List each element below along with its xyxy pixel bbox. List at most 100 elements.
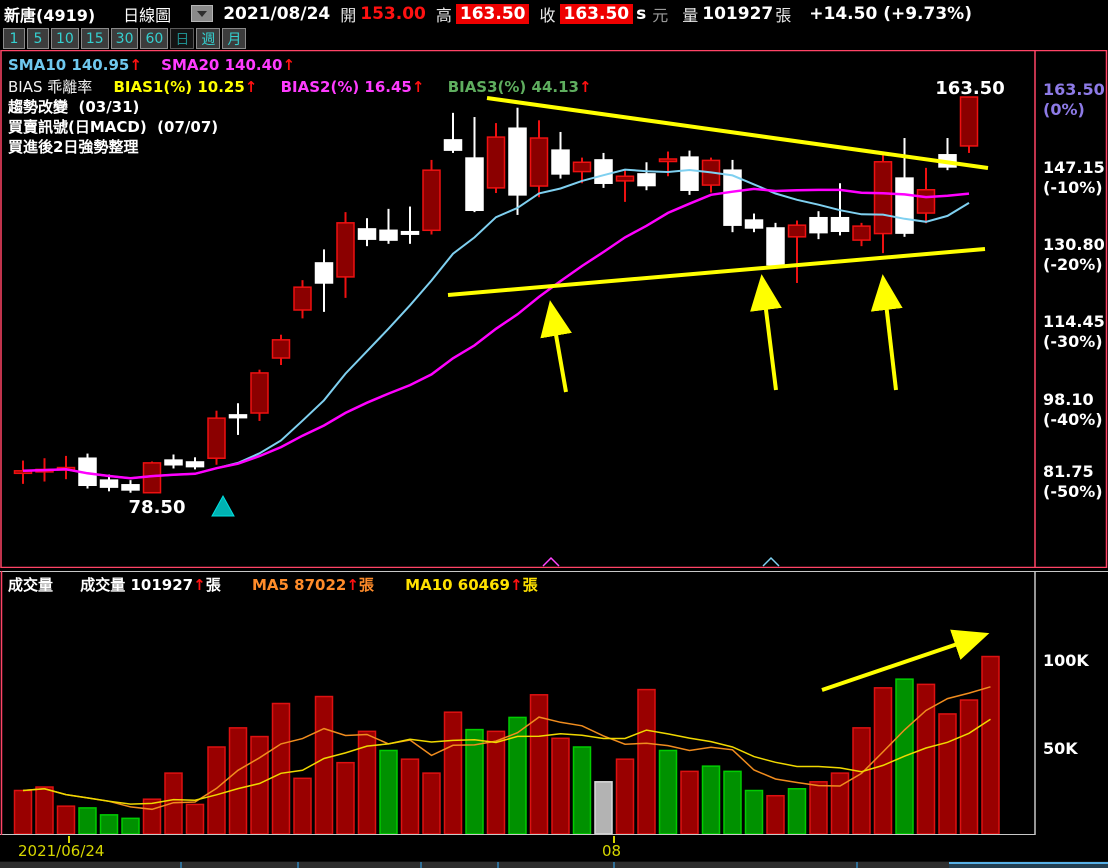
- price-axis-label: 163.50 (0%): [1043, 80, 1105, 120]
- candle-body: [357, 228, 377, 240]
- annotation-arrow-icon: [870, 274, 903, 391]
- candle-body: [637, 173, 656, 187]
- candle-body: [486, 136, 506, 189]
- divider-notch-icon: [542, 556, 560, 567]
- date-tick: [68, 836, 70, 843]
- candle-body: [508, 127, 527, 196]
- volume-bar: [615, 758, 635, 835]
- scrollbar-tick: [297, 862, 299, 868]
- volume-bar: [56, 805, 76, 835]
- candle-body: [766, 227, 785, 266]
- candle-body: [400, 230, 420, 235]
- scrollbar-tick: [420, 862, 422, 868]
- high-label: 高: [435, 5, 452, 25]
- candle-body: [852, 225, 871, 241]
- timeframe-button-5[interactable]: 5: [27, 28, 49, 49]
- high-price-label: 163.50: [935, 78, 1004, 99]
- open-value: 153.00: [360, 3, 426, 24]
- volume-bar: [787, 788, 807, 835]
- candle-body: [916, 189, 936, 214]
- volume-bar: [938, 713, 957, 835]
- volume-bar: [99, 814, 119, 835]
- axis-price: 114.45: [1043, 312, 1105, 331]
- candle-body: [314, 262, 334, 284]
- timeframe-button-月[interactable]: 月: [222, 28, 247, 49]
- candle-body: [422, 169, 441, 232]
- axis-price: 130.80: [1043, 235, 1105, 254]
- volume-bar: [701, 765, 721, 835]
- volume-bar: [486, 730, 506, 835]
- price-axis-label: 114.45 (-30%): [1043, 312, 1105, 352]
- candle-body: [250, 372, 269, 414]
- chart-line: [22, 168, 970, 480]
- volume-bar: [852, 727, 871, 835]
- volume-bar: [572, 746, 592, 835]
- price-axis-label: 147.15 (-10%): [1043, 158, 1105, 198]
- volume-axis-50k: 50K: [1043, 739, 1078, 758]
- stock-title: 新唐(4919): [4, 5, 96, 25]
- axis-price: 163.50: [1043, 80, 1105, 99]
- volume-bar: [809, 781, 828, 835]
- candle-body: [336, 222, 355, 278]
- candle-body: [744, 219, 764, 229]
- timeframe-button-週[interactable]: 週: [196, 28, 221, 49]
- chevron-down-icon: [197, 10, 208, 17]
- axis-percent: (-50%): [1043, 482, 1103, 501]
- annotation-arrow-icon: [821, 629, 990, 692]
- scrollbar-tick: [180, 862, 182, 868]
- chart-type-label: 日線圖: [123, 5, 172, 25]
- volume-value: 101927: [702, 3, 774, 24]
- timeframe-button-30[interactable]: 30: [110, 28, 139, 49]
- scrollbar-thumb[interactable]: [949, 862, 1108, 868]
- timeframe-button-日[interactable]: 日: [170, 28, 195, 49]
- date-axis: 2021/06/24 08: [0, 836, 1108, 861]
- volume-bar: [637, 688, 656, 835]
- candle-body: [959, 96, 979, 147]
- timeframe-button-60[interactable]: 60: [140, 28, 169, 49]
- candle-body: [293, 286, 312, 311]
- volume-bar: [78, 807, 97, 835]
- low-price-label: 78.50: [129, 497, 186, 518]
- horizontal-scrollbar[interactable]: [0, 861, 1108, 868]
- volume-bar: [422, 772, 441, 835]
- volume-bar: [142, 798, 162, 835]
- axis-price: 98.10: [1043, 390, 1094, 409]
- candle-body: [551, 149, 570, 175]
- candle-body: [443, 139, 463, 151]
- timeframe-toolbar: 1 5 10 15 30 60 日週月: [3, 28, 247, 49]
- candle-body: [809, 216, 828, 234]
- volume-label: 量: [682, 5, 699, 25]
- timeframe-button-10[interactable]: 10: [51, 28, 79, 49]
- axis-percent: (-40%): [1043, 410, 1103, 429]
- chart-line: [22, 718, 991, 805]
- close-label: 收: [539, 5, 556, 25]
- volume-bar: [207, 746, 226, 835]
- candle-body: [379, 229, 398, 241]
- chart-type-dropdown[interactable]: [191, 5, 214, 22]
- session-suffix: s: [636, 3, 647, 24]
- timeframe-button-15[interactable]: 15: [80, 28, 109, 49]
- trendline: [447, 247, 986, 297]
- close-value: 163.50: [559, 3, 634, 24]
- volume-bar: [400, 758, 420, 835]
- volume-bar: [551, 737, 570, 835]
- volume-bar: [723, 770, 742, 835]
- volume-bar: [271, 702, 291, 835]
- volume-bar: [379, 749, 398, 835]
- volume-bar: [594, 781, 613, 835]
- currency-label: 元: [652, 5, 669, 25]
- volume-bar: [959, 699, 979, 835]
- candle-body: [164, 459, 183, 466]
- price-axis-label: 81.75 (-50%): [1043, 462, 1103, 502]
- header-bar: 新唐(4919) 日線圖 2021/08/24 開 153.00 高 163.5…: [0, 0, 1108, 27]
- axis-percent: (0%): [1043, 100, 1085, 119]
- volume-bar: [744, 789, 764, 835]
- timeframe-button-1[interactable]: 1: [3, 28, 25, 49]
- volume-bar: [13, 789, 33, 835]
- volume-bar: [121, 817, 140, 835]
- volume-bar: [35, 786, 54, 835]
- candle-body: [271, 339, 291, 359]
- candle-body: [658, 158, 678, 163]
- annotation-arrow-icon: [750, 274, 782, 391]
